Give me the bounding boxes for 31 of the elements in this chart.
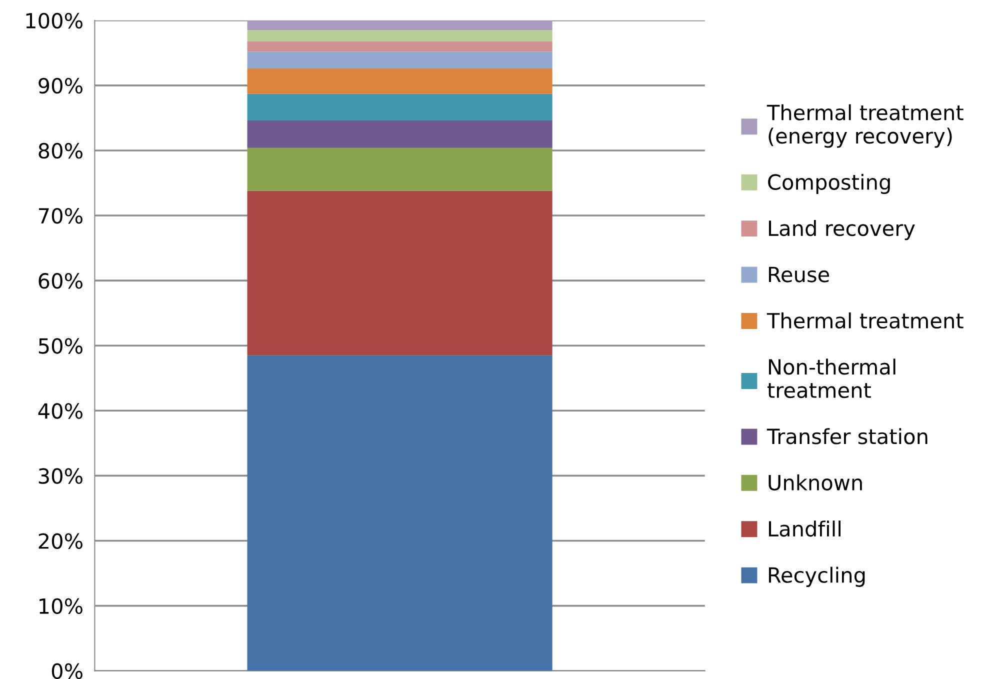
bar	[247, 120, 552, 148]
bar	[247, 68, 552, 94]
y-tick-label: 50%	[38, 338, 82, 354]
y-tick-label: 20%	[38, 533, 82, 549]
legend-label: Landfill	[768, 520, 840, 537]
bar	[247, 30, 552, 42]
y-tick-label: 100%	[26, 12, 82, 29]
bar	[247, 52, 552, 69]
y-tick-label: 90%	[38, 78, 82, 94]
y-tick-label: 10%	[40, 598, 82, 614]
bar	[247, 148, 552, 191]
y-tick-label: 60%	[38, 273, 82, 289]
legend-label: Thermal treatment	[766, 312, 964, 329]
bar	[247, 190, 552, 356]
y-tick-label: 40%	[38, 403, 82, 419]
legend-label: Thermal treatment (energy recovery)	[766, 104, 964, 148]
bar	[247, 20, 552, 30]
legend-label: Non-thermal treatment	[767, 358, 896, 398]
bar	[247, 41, 552, 52]
y-tick-label: 0%	[52, 663, 82, 679]
legend-label: Recycling	[768, 566, 865, 587]
y-tick-label: 30%	[38, 468, 82, 484]
legend-label: Composting	[768, 174, 890, 194]
legend-label: Transfer station	[766, 428, 928, 444]
legend-label: Unknown	[768, 474, 862, 490]
bar	[247, 355, 552, 671]
y-tick-label: 80%	[38, 142, 82, 159]
legend-label: Land recovery	[768, 220, 915, 240]
y-tick-label: 70%	[39, 208, 82, 224]
legend-label: Reuse	[768, 266, 830, 282]
bar	[247, 94, 552, 121]
